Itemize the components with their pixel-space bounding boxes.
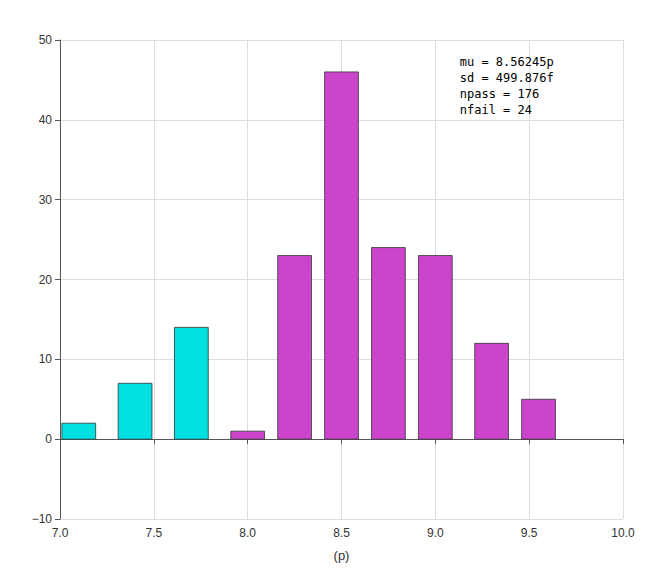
svg-text:8.0: 8.0: [239, 526, 256, 540]
svg-text:9.0: 9.0: [427, 526, 444, 540]
svg-text:10: 10: [39, 352, 53, 366]
svg-text:20: 20: [39, 273, 53, 287]
svg-text:30: 30: [39, 193, 53, 207]
svg-text:9.5: 9.5: [521, 526, 538, 540]
svg-text:sd = 499.876f: sd = 499.876f: [460, 71, 554, 85]
svg-text:mu = 8.56245p: mu = 8.56245p: [460, 55, 554, 69]
svg-text:50: 50: [39, 33, 53, 47]
svg-text:0: 0: [45, 432, 52, 446]
svg-text:nfail = 24: nfail = 24: [460, 103, 532, 117]
svg-text:npass = 176: npass = 176: [460, 87, 539, 101]
svg-text:7.0: 7.0: [52, 526, 69, 540]
svg-text:40: 40: [39, 113, 53, 127]
svg-text:7.5: 7.5: [145, 526, 162, 540]
svg-text:10.0: 10.0: [611, 526, 635, 540]
svg-text:8.5: 8.5: [333, 526, 350, 540]
svg-text:(p): (p): [334, 548, 350, 563]
svg-text:−10: −10: [32, 512, 53, 526]
